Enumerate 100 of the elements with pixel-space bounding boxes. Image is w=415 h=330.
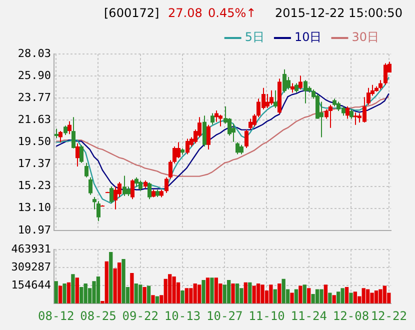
x-tick-label: 12-08	[332, 308, 370, 323]
bar	[146, 286, 151, 304]
bar	[320, 289, 324, 304]
x-tick-label: 12-22	[370, 308, 407, 323]
bar	[138, 284, 142, 304]
bar	[256, 283, 260, 304]
candlestick	[176, 142, 180, 159]
bar	[226, 280, 231, 304]
y-tick-label: 17.37	[18, 157, 51, 170]
candlestick	[96, 200, 100, 222]
candlestick	[138, 180, 142, 192]
bar	[248, 282, 252, 304]
bar	[71, 274, 75, 304]
bar	[104, 261, 108, 304]
bar	[290, 292, 294, 304]
bar	[202, 280, 206, 304]
y-tick-label: 463931	[11, 242, 51, 256]
bar	[96, 276, 100, 304]
candlestick	[206, 124, 210, 150]
text: 27.08	[168, 6, 202, 20]
candlestick	[266, 94, 270, 108]
candlestick	[294, 82, 298, 94]
y-tick-label: 21.63	[18, 113, 51, 126]
bar	[134, 283, 138, 304]
bar	[214, 278, 218, 304]
x-tick-label: 08-12	[38, 308, 74, 323]
text: 0.45%↑	[208, 6, 256, 20]
candlestick	[282, 68, 286, 94]
bar	[315, 289, 320, 304]
candlestick	[290, 82, 294, 94]
bar	[302, 284, 306, 304]
bar	[75, 278, 79, 304]
y-tick-label: 23.77	[18, 90, 51, 104]
bar	[362, 288, 366, 304]
x-tick-label: 10-13	[164, 308, 201, 323]
bar	[353, 292, 358, 304]
bar	[62, 283, 66, 304]
bar	[142, 286, 146, 304]
candlestick	[274, 90, 278, 108]
bar	[282, 278, 286, 304]
bar	[151, 295, 155, 304]
candlestick	[214, 110, 218, 122]
candlestick	[328, 104, 332, 128]
y-tick-label: 154644	[11, 278, 52, 292]
bar	[324, 284, 328, 304]
bar	[198, 284, 202, 304]
candlestick	[346, 106, 350, 120]
x-tick-label: 10-27	[206, 308, 243, 323]
y-tick-label: 28.03	[18, 46, 51, 60]
candlestick	[84, 162, 88, 178]
bar	[332, 295, 336, 304]
candlestick	[110, 186, 114, 204]
bar	[235, 283, 240, 304]
bar	[307, 288, 311, 304]
candlestick	[148, 182, 152, 200]
candlestick	[54, 128, 58, 139]
y-tick-label: 19.50	[18, 135, 51, 148]
bar	[155, 296, 160, 304]
bar	[84, 283, 88, 304]
candlestick	[354, 112, 358, 126]
y-tick-label: 10.97	[18, 223, 51, 236]
bar	[117, 262, 122, 304]
candlestick	[218, 114, 222, 127]
bar	[328, 292, 332, 304]
bar	[298, 286, 302, 304]
candlestick	[58, 130, 62, 143]
candlestick	[80, 144, 84, 164]
candlestick	[126, 186, 130, 196]
legend-label: 5日	[244, 30, 264, 44]
text: 2015-12-22 15:00:50	[275, 6, 402, 20]
candlestick	[304, 80, 308, 104]
candlestick	[202, 115, 206, 147]
candlestick	[270, 90, 274, 106]
candlestick	[76, 142, 80, 167]
candlestick	[164, 176, 168, 194]
candlestick	[210, 112, 214, 126]
candlestick	[298, 75, 302, 90]
bar	[336, 292, 340, 304]
bar	[122, 259, 126, 304]
bar	[168, 274, 172, 304]
x-tick-label: 09-22	[122, 308, 158, 323]
legend-label: 30日	[352, 30, 380, 44]
candlestick	[378, 80, 382, 90]
candlestick	[64, 125, 68, 136]
x-tick-label: 08-25	[80, 308, 116, 323]
bar	[184, 288, 189, 304]
y-tick-label: 13.10	[18, 201, 51, 214]
bar	[130, 273, 134, 304]
x-tick-label: 11-24	[290, 308, 327, 323]
bar	[172, 276, 176, 304]
bar	[80, 286, 84, 304]
candlestick	[122, 175, 126, 196]
bar	[340, 288, 344, 304]
bar	[210, 278, 214, 304]
candlestick	[248, 118, 252, 130]
candlestick	[72, 116, 76, 149]
bar	[231, 283, 235, 304]
y-tick-label: 25.90	[18, 68, 51, 82]
candlestick	[114, 186, 118, 210]
candlestick	[68, 120, 72, 135]
